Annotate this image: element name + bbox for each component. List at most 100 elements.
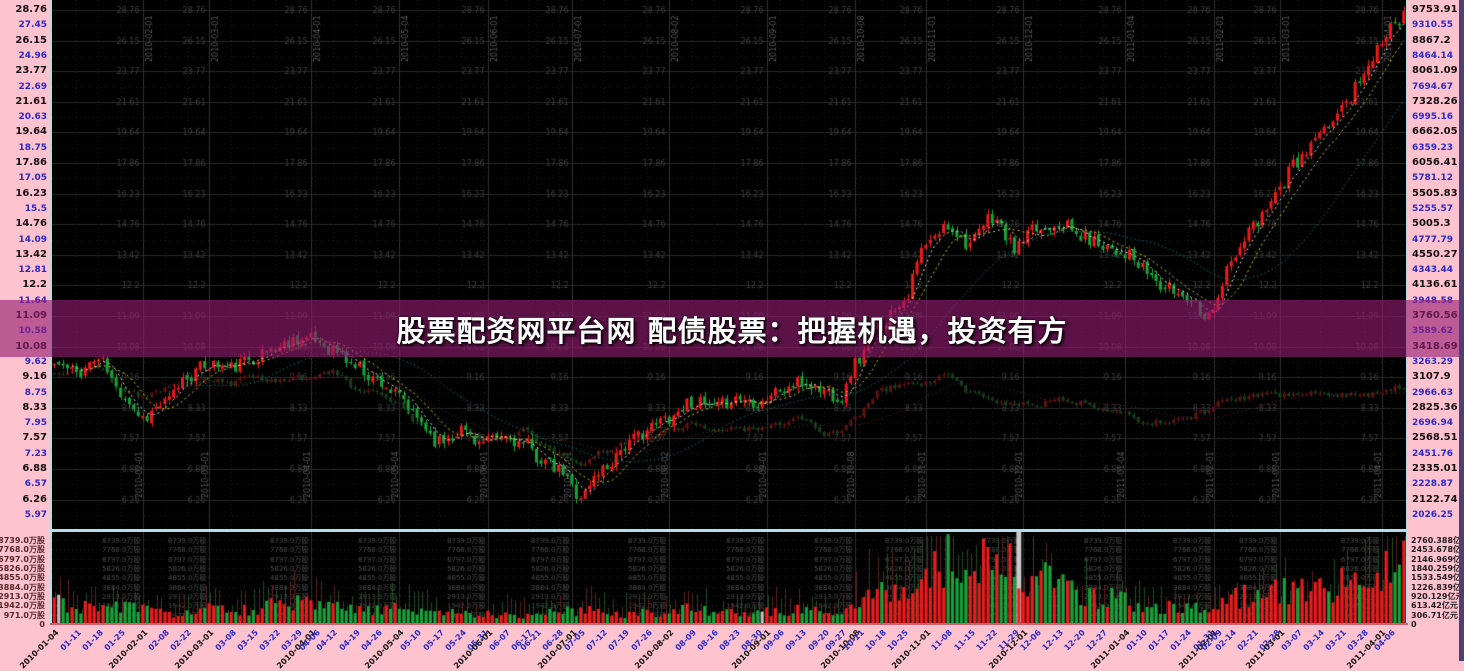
week-date-label: 11-15	[952, 628, 977, 653]
price-tick-label: 12.81	[18, 265, 47, 276]
price-tick-label: 5.97	[24, 510, 47, 520]
week-date-label: 03-15	[235, 628, 260, 653]
price-tick-label: 23.77	[15, 65, 47, 77]
price-tick-label: 7.95	[24, 418, 47, 429]
price-tick-label: 20.63	[18, 112, 47, 123]
week-date-label: 05-17	[421, 628, 446, 653]
index-tick-label: 9753.91	[1412, 4, 1458, 15]
price-tick-label: 24.96	[18, 50, 47, 61]
title-banner[interactable]: 股票配资网平台网 配债股票：把握机遇，投资有方	[0, 300, 1464, 357]
index-tick-label: 8061.09	[1412, 65, 1458, 77]
volume-tick-label: 0	[39, 620, 45, 629]
price-tick-label: 8.75	[24, 387, 47, 398]
turnover-tick-label: 920.129亿元	[1411, 592, 1464, 601]
week-date-label: 10-18	[863, 628, 889, 653]
volume-pane-bottom-border	[50, 623, 1408, 625]
price-tick-label: 8.33	[22, 401, 47, 413]
index-tick-label: 2966.63	[1412, 387, 1453, 398]
volume-tick-label: 7768.0万股	[0, 545, 45, 555]
week-date-label: 08-16	[695, 628, 720, 653]
volume-tick-label: 2913.0万股	[0, 592, 45, 601]
index-tick-label: 6995.16	[1412, 112, 1453, 123]
price-tick-label: 22.69	[18, 81, 47, 92]
turnover-tick-label: 1226.839亿元	[1411, 582, 1464, 592]
week-date-label: 09-13	[783, 628, 809, 653]
week-date-label: 04-19	[336, 628, 362, 653]
index-tick-label: 5505.83	[1412, 187, 1458, 199]
index-tick-label: 4777.79	[1412, 234, 1453, 245]
price-tick-label: 7.23	[24, 448, 47, 459]
price-tick-label: 28.76	[15, 4, 47, 15]
turnover-tick-label: 613.42亿元	[1411, 601, 1458, 611]
index-tick-label: 8464.14	[1412, 50, 1453, 61]
week-date-label: 12-20	[1062, 628, 1088, 653]
turnover-tick-label: 1533.549亿元	[1411, 573, 1464, 583]
price-tick-label: 17.86	[15, 157, 47, 169]
turnover-tick-label: 0	[1411, 620, 1417, 629]
week-date-label: 05-24	[443, 628, 468, 653]
index-tick-label: 4343.44	[1412, 265, 1453, 276]
turnover-tick-label: 306.71亿元	[1411, 610, 1458, 620]
week-date-label: 01-17	[1146, 628, 1172, 653]
volume-tick-label: 6797.0万股	[0, 554, 45, 564]
volume-tick-label: 8739.0万股	[0, 536, 45, 545]
price-tick-label: 17.05	[18, 173, 47, 184]
week-date-label: 03-21	[1323, 628, 1349, 653]
price-tick-label: 27.45	[18, 20, 47, 31]
index-tick-label: 3107.9	[1412, 371, 1451, 383]
index-tick-label: 2825.36	[1412, 401, 1458, 413]
index-tick-label: 2122.74	[1412, 493, 1458, 505]
index-tick-label: 5255.57	[1412, 203, 1453, 214]
price-tick-label: 26.15	[15, 34, 47, 46]
right-edge-strip	[1459, 0, 1464, 661]
index-tick-label: 5781.12	[1412, 173, 1453, 184]
index-tick-label: 2696.94	[1412, 418, 1453, 429]
week-date-label: 01-11	[58, 628, 83, 653]
index-tick-label: 3263.29	[1412, 356, 1453, 367]
week-date-label: 07-19	[606, 628, 632, 653]
index-tick-label: 8867.2	[1412, 34, 1451, 46]
week-date-label: 02-21	[1235, 628, 1260, 653]
turnover-tick-label: 2453.678亿元	[1411, 545, 1464, 555]
price-tick-label: 7.57	[22, 432, 47, 444]
price-tick-label: 14.09	[18, 234, 47, 245]
index-tick-label: 2335.01	[1412, 463, 1458, 475]
price-tick-label: 16.23	[15, 187, 47, 199]
volume-tick-label: 971.0万股	[3, 610, 45, 620]
price-tick-label: 12.2	[22, 279, 47, 291]
index-tick-label: 4136.61	[1412, 279, 1458, 291]
index-tick-label: 2568.51	[1412, 432, 1458, 444]
candlestick-chart-canvas[interactable]	[52, 0, 1406, 529]
week-date-label: 03-08	[213, 628, 238, 653]
week-date-label: 07-12	[584, 628, 610, 653]
turnover-tick-label: 1840.259亿元	[1411, 564, 1464, 573]
volume-tick-label: 4855.0万股	[0, 573, 45, 583]
index-tick-label: 2026.25	[1412, 510, 1453, 520]
week-date-label: 02-08	[146, 628, 172, 653]
week-date-label: 03-14	[1301, 628, 1327, 653]
price-tick-label: 6.57	[24, 479, 47, 490]
index-tick-label: 4550.27	[1412, 248, 1458, 260]
week-date-label: 12-13	[1040, 628, 1066, 653]
index-tick-label: 5005.3	[1412, 218, 1451, 230]
price-tick-label: 18.75	[18, 142, 47, 153]
week-date-label: 01-18	[80, 628, 105, 653]
index-tick-label: 9310.55	[1412, 20, 1453, 31]
index-tick-label: 6056.41	[1412, 157, 1458, 169]
turnover-tick-label: 2146.969亿元	[1411, 554, 1464, 564]
month-date-label: 2010-01-04	[18, 628, 61, 671]
index-tick-label: 7328.26	[1412, 95, 1458, 107]
price-tick-label: 14.76	[15, 218, 47, 230]
index-tick-label: 7694.67	[1412, 81, 1453, 92]
price-tick-label: 6.26	[22, 493, 47, 505]
pane-separator	[50, 529, 1408, 532]
volume-chart-canvas[interactable]	[52, 532, 1406, 624]
price-tick-label: 6.88	[22, 463, 47, 475]
week-date-label: 03-22	[257, 628, 282, 653]
price-tick-label: 19.64	[15, 126, 47, 138]
price-tick-label: 9.62	[24, 356, 47, 367]
week-date-label: 08-09	[673, 628, 698, 653]
volume-tick-label: 1942.0万股	[0, 601, 45, 611]
week-date-label: 11-08	[929, 628, 955, 653]
